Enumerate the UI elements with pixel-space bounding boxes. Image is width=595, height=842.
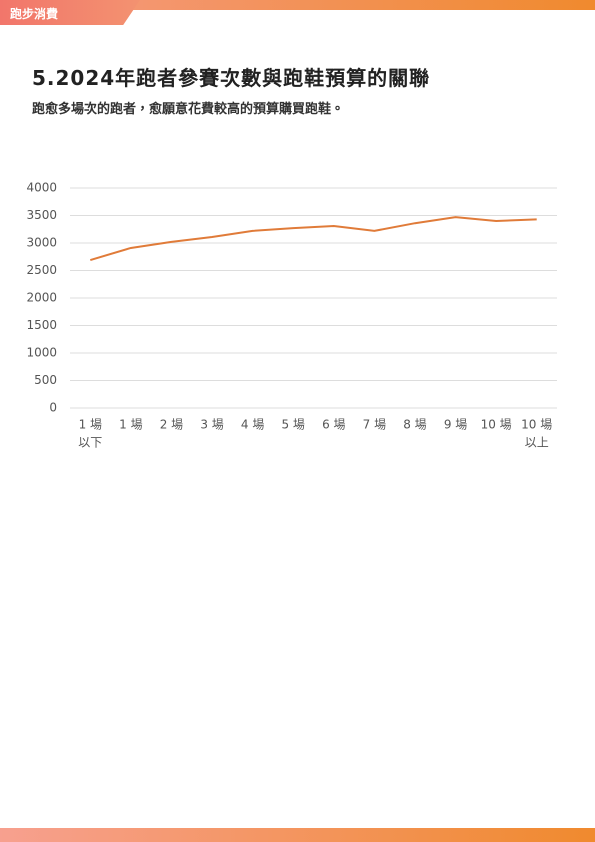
x-tick-label: 10 場 <box>521 418 552 432</box>
y-tick-label: 0 <box>49 401 57 415</box>
x-tick-label: 1 場 <box>79 418 102 432</box>
chart-title: 5.2024年跑者參賽次數與跑鞋預算的關聯 <box>32 66 431 90</box>
section-tab: 跑步消費 <box>0 0 140 25</box>
x-tick-label: 9 場 <box>444 418 467 432</box>
x-tick-label: 2 場 <box>160 418 183 432</box>
y-tick-label: 4000 <box>26 181 57 195</box>
x-tick-label: 4 場 <box>241 418 264 432</box>
section-tag: 跑步消費 <box>10 7 59 21</box>
top-bar <box>0 0 595 10</box>
x-tick-label: 3 場 <box>200 418 223 432</box>
y-tick-label: 1000 <box>26 346 57 360</box>
x-tick-label: 1 場 <box>119 418 142 432</box>
y-tick-label: 3000 <box>26 236 57 250</box>
x-tick-label: 以下 <box>78 436 102 450</box>
y-tick-label: 1500 <box>26 318 57 332</box>
x-tick-label: 以上 <box>525 436 549 450</box>
chart-subtitle: 跑愈多場次的跑者，愈願意花費較高的預算購買跑鞋。 <box>32 102 345 117</box>
x-tick-label: 8 場 <box>403 418 426 432</box>
data-line <box>90 216 537 262</box>
y-tick-label: 2000 <box>26 291 57 305</box>
y-tick-label: 500 <box>34 373 57 387</box>
x-tick-label: 10 場 <box>481 418 512 432</box>
y-tick-label: 2500 <box>26 263 57 277</box>
x-tick-label: 7 場 <box>363 418 386 432</box>
x-tick-label: 6 場 <box>322 418 345 432</box>
bottom-bar <box>0 828 595 842</box>
x-tick-label: 5 場 <box>281 418 304 432</box>
y-tick-label: 3500 <box>26 208 57 222</box>
